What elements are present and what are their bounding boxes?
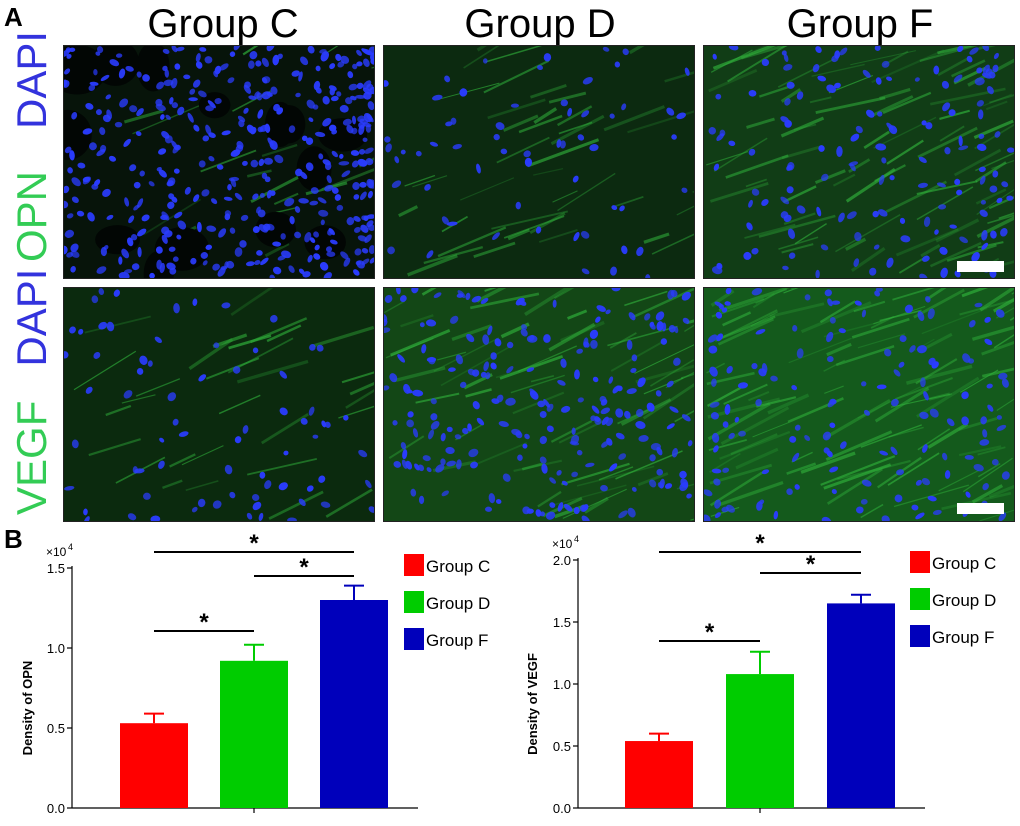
nucleus bbox=[490, 352, 496, 360]
y-tick-label: 1.0 bbox=[47, 641, 65, 656]
y-axis-label: Density of OPN bbox=[20, 661, 35, 756]
scale-bar-top bbox=[957, 261, 1004, 272]
nucleus bbox=[1006, 196, 1013, 201]
legend-swatch bbox=[404, 591, 424, 613]
row-label-vegf: VEGF bbox=[8, 401, 55, 515]
row-label-opn-dapi: OPN DAPI bbox=[8, 31, 56, 262]
column-title-group-f: Group F bbox=[700, 2, 1020, 47]
nucleus bbox=[827, 356, 834, 362]
nucleus bbox=[522, 506, 530, 514]
bar-group-d bbox=[220, 661, 288, 808]
nucleus bbox=[280, 233, 285, 240]
bar-group-c bbox=[120, 723, 188, 808]
column-title-group-c: Group C bbox=[63, 2, 383, 47]
nucleus bbox=[115, 122, 122, 128]
micrograph-opn-group-d bbox=[383, 45, 695, 279]
micrograph-opn-group-f-image bbox=[704, 46, 1014, 278]
legend-swatch bbox=[404, 628, 424, 650]
micrograph-vegf-group-f bbox=[703, 287, 1015, 522]
legend-swatch bbox=[910, 551, 930, 573]
nucleus bbox=[525, 158, 532, 167]
row-label-dapi-2: DAPI bbox=[8, 269, 55, 367]
y-tick-label: 0.0 bbox=[553, 801, 571, 816]
legend-swatch bbox=[910, 588, 930, 610]
significance-star: * bbox=[755, 530, 765, 557]
bar-group-f bbox=[320, 600, 388, 808]
y-tick-label: 0.0 bbox=[47, 801, 65, 816]
legend-label: Group C bbox=[932, 554, 996, 573]
panel-a-letter: A bbox=[4, 2, 23, 33]
significance-star: * bbox=[249, 530, 259, 557]
micrograph-opn-group-d-image bbox=[384, 46, 694, 278]
nucleus bbox=[419, 496, 424, 504]
micrograph-opn-group-c bbox=[63, 45, 375, 279]
scale-bar-bottom bbox=[957, 503, 1004, 514]
legend-label: Group F bbox=[426, 631, 488, 650]
legend-label: Group F bbox=[932, 628, 994, 647]
axis-multiplier-exponent: 4 bbox=[68, 542, 73, 552]
bar-group-c bbox=[625, 741, 693, 808]
micrograph-vegf-group-c bbox=[63, 287, 375, 522]
y-tick-label: 1.0 bbox=[553, 677, 571, 692]
row-label-opn: OPN bbox=[8, 171, 55, 262]
y-tick-label: 0.5 bbox=[553, 739, 571, 754]
significance-star: * bbox=[199, 609, 209, 636]
micrograph-opn-group-c-image bbox=[64, 46, 374, 278]
legend-swatch bbox=[404, 554, 424, 576]
bar-group-f bbox=[827, 603, 895, 808]
nucleus bbox=[143, 493, 151, 500]
y-tick-label: 0.5 bbox=[47, 721, 65, 736]
significance-star: * bbox=[299, 554, 309, 581]
legend-label: Group D bbox=[426, 594, 490, 613]
bar-group-d bbox=[726, 674, 794, 808]
tissue-void bbox=[304, 225, 345, 259]
micrograph-vegf-group-c-image bbox=[64, 288, 374, 521]
row-label-vegf-dapi: VEGF DAPI bbox=[8, 269, 56, 515]
significance-star: * bbox=[806, 551, 816, 578]
legend-swatch bbox=[910, 625, 930, 647]
y-axis-label: Density of VEGF bbox=[525, 653, 540, 755]
micrograph-opn-group-f bbox=[703, 45, 1015, 279]
micrograph-vegf-group-d-image bbox=[384, 288, 694, 521]
y-tick-label: 2.0 bbox=[553, 553, 571, 568]
column-title-group-d: Group D bbox=[380, 2, 700, 47]
y-tick-label: 1.5 bbox=[47, 561, 65, 576]
micrograph-vegf-group-d bbox=[383, 287, 695, 522]
axis-multiplier-exponent: 4 bbox=[574, 534, 579, 544]
axis-multiplier: ×10 bbox=[552, 537, 573, 551]
significance-star: * bbox=[705, 619, 715, 646]
axis-multiplier: ×10 bbox=[46, 545, 67, 559]
row-label-dapi-1: DAPI bbox=[8, 31, 55, 129]
legend-label: Group D bbox=[932, 591, 996, 610]
y-tick-label: 1.5 bbox=[553, 615, 571, 630]
legend-label: Group C bbox=[426, 557, 490, 576]
micrograph-vegf-group-f-image bbox=[704, 288, 1014, 521]
